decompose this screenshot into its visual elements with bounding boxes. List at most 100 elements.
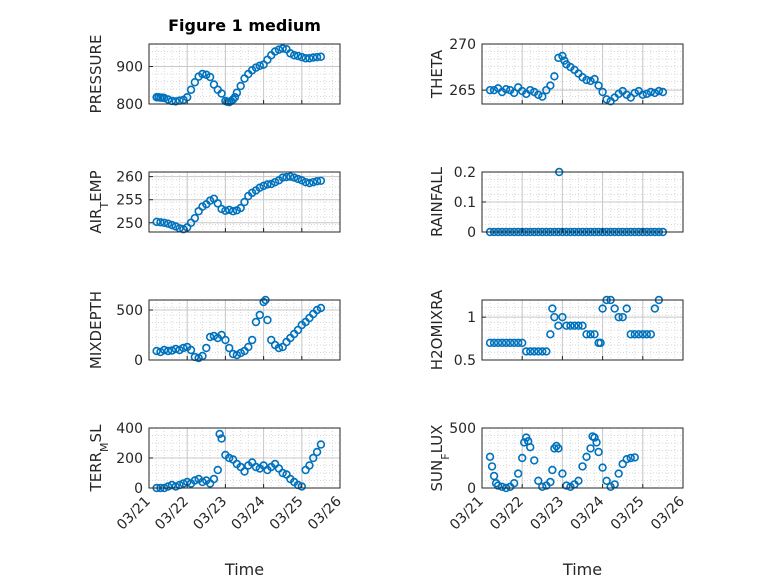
panel-pressure-point [198, 69, 207, 79]
panel-pressure-point [205, 72, 215, 82]
panel-mixdepth-point [179, 343, 188, 353]
panel-terr-msl-point [190, 476, 200, 485]
panel-sun-flux-xlabel: Time [562, 560, 602, 579]
panel-theta-point [654, 86, 664, 96]
panel-air-temp-point [163, 219, 173, 228]
panel-theta-ytick-label: 270 [449, 37, 476, 53]
panel-terr-msl-xtick-label: 03/21 [114, 494, 154, 534]
panel-h2omixra-point [586, 330, 595, 339]
panel-pressure-point [236, 81, 245, 91]
panel-sun-flux-point [513, 469, 523, 478]
panel-h2omixra-point [558, 312, 567, 322]
panel-sun-flux-point [487, 462, 497, 471]
panel-pressure-point [217, 89, 226, 98]
panel-pressure-point [171, 97, 180, 106]
panel-pressure-ylabel: PRESSURE [87, 35, 105, 114]
panel-air-temp-point [152, 217, 161, 227]
panel-sun-flux-point [554, 444, 563, 453]
panel-pressure-point [293, 51, 303, 61]
panel-pressure-point [163, 95, 173, 104]
panel-air-temp-ylabel: AIRTEMP [87, 170, 111, 233]
panel-air-temp-point [221, 206, 230, 215]
panel-pressure-point [309, 53, 318, 62]
panel-pressure-point [274, 45, 284, 54]
panel-theta-point [630, 88, 639, 98]
panel-h2omixra-point [582, 330, 591, 339]
panel-h2omixra-axes-box [481, 299, 684, 361]
panel-pressure-point [278, 44, 287, 53]
panel-sun-flux-point [558, 469, 567, 478]
panel-terr-msl-ytick-label: 400 [116, 421, 143, 437]
panel-terr-msl-point [179, 479, 188, 488]
panel-theta-point [638, 90, 647, 99]
panel-pressure-point [209, 80, 219, 89]
panel-h2omixra-point [590, 330, 599, 339]
panel-theta-point [546, 81, 555, 90]
panel-mixdepth-point [228, 349, 238, 359]
panel-mixdepth-point [202, 343, 211, 353]
panel-air-temp-point [293, 174, 303, 184]
panel-terr-msl-point [163, 482, 173, 491]
panel-terr-msl-point [198, 477, 207, 487]
panel-rainfall-ylabel: RAINFALL [428, 166, 446, 237]
panel-terr-msl-xtick-label: 03/24 [229, 493, 269, 533]
panel-theta-point [509, 88, 519, 98]
panel-h2omixra-point [550, 312, 559, 322]
panel-pressure-point [301, 54, 310, 63]
panel-theta-point [642, 89, 652, 99]
panel-air-temp-point [190, 213, 200, 223]
panel-h2omixra-point [534, 347, 543, 356]
panel-air-temp-point [160, 218, 169, 227]
panel-air-temp-point [301, 177, 310, 187]
panel-h2omixra-point [493, 338, 503, 348]
panel-h2omixra-point [562, 321, 571, 330]
panel-sun-flux-point [590, 433, 599, 442]
panel-theta-point [485, 85, 495, 95]
panel-theta-ytick-label: 265 [449, 83, 476, 99]
panel-terr-msl-xtick-label: 03/26 [305, 493, 345, 533]
panel-rainfall-ytick-label: 0.1 [454, 195, 476, 211]
panel-h2omixra-point [538, 347, 547, 356]
panel-terr-msl-ytick-label: 200 [116, 451, 143, 467]
panel-h2omixra-point [509, 338, 519, 348]
panel-h2omixra-point [646, 330, 656, 339]
panel-terr-msl-xtick-label: 03/23 [190, 494, 230, 534]
panel-h2omixra-point [546, 330, 555, 339]
panel-mixdepth-point [255, 310, 264, 320]
panel-h2omixra-point [485, 338, 495, 348]
panel-pressure-point [230, 93, 240, 102]
panel-air-temp-point [312, 177, 322, 186]
panel-h2omixra-point [497, 338, 507, 348]
panel-pressure-point [305, 54, 314, 63]
panel-sun-flux-point [630, 453, 639, 462]
panel-terr-msl-point [309, 453, 318, 463]
panel-air-temp-point [309, 177, 318, 187]
panel-pressure-point [312, 52, 322, 62]
panel-h2omixra-ytick-label: 1 [467, 310, 476, 326]
panel-air-temp-point [236, 203, 245, 213]
panel-air-temp-point [167, 220, 177, 230]
panel-air-temp-point [225, 205, 234, 215]
panel-sun-flux-point [517, 453, 527, 463]
panel-mixdepth-point [160, 345, 169, 355]
panel-h2omixra-point [570, 321, 579, 330]
panel-sun-flux-ytick-label: 0 [467, 481, 476, 497]
panel-mixdepth-point [205, 332, 215, 342]
panel-air-temp-point [316, 176, 326, 185]
panel-pressure-point [228, 95, 238, 104]
panel-sun-flux-point [485, 452, 495, 461]
panel-theta-point [582, 75, 591, 85]
panel-sun-flux-point [614, 469, 623, 478]
panel-sun-flux-xtick-label: 03/22 [487, 494, 527, 534]
panel-mixdepth-point [263, 315, 272, 325]
panel-rainfall-ytick-label: 0.2 [454, 165, 476, 181]
panel-mixdepth-point [221, 335, 230, 345]
panel-sun-flux-xtick-label: 03/24 [568, 493, 608, 533]
panel-sun-flux-point [509, 479, 519, 488]
panel-air-temp-axes-box [148, 171, 341, 233]
panel-mixdepth-point [251, 317, 261, 327]
panel-theta-point [534, 90, 543, 99]
panel-mixdepth-point [274, 343, 284, 353]
panel-h2omixra-ylabel: H2OMIXRA [428, 289, 446, 370]
panel-h2omixra-point [530, 347, 539, 356]
